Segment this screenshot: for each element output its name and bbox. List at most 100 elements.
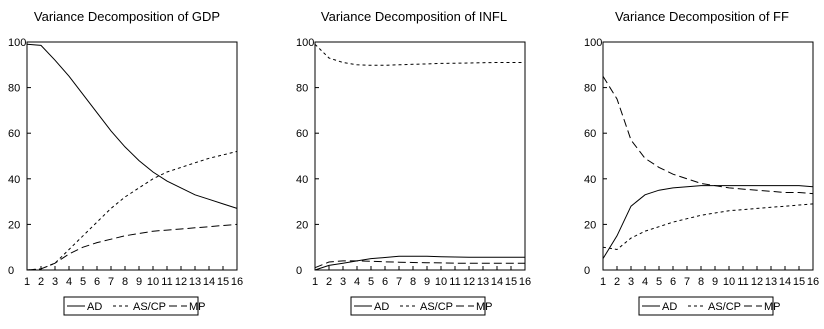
x-tick-label: 13: [189, 276, 201, 288]
x-tick-label: 10: [723, 276, 735, 288]
x-tick-label: 9: [712, 276, 718, 288]
x-tick-label: 11: [161, 276, 172, 288]
x-tick-label: 10: [435, 276, 447, 288]
x-tick-label: 5: [368, 276, 374, 288]
chart-title: Variance Decomposition of GDP: [34, 9, 220, 24]
x-tick-label: 5: [80, 276, 86, 288]
series-line-mp: [602, 75, 814, 195]
y-tick-label: 100: [584, 37, 602, 49]
x-tick-label: 14: [491, 276, 503, 288]
x-tick-label: 1: [24, 276, 30, 288]
x-tick-label: 8: [410, 276, 416, 288]
x-tick-label: 11: [737, 276, 748, 288]
y-tick-label: 60: [8, 128, 20, 140]
y-tick-label: 80: [584, 83, 596, 95]
y-tick-label: 0: [296, 265, 302, 277]
x-tick-label: 11: [449, 276, 460, 288]
legend: AD AS/CP MP: [350, 296, 493, 316]
x-tick-label: 10: [147, 276, 159, 288]
legend-label: AS/CP: [708, 301, 741, 313]
legend-label: MP: [189, 301, 206, 313]
x-tick-label: 6: [94, 276, 100, 288]
y-tick-label: 40: [296, 174, 308, 186]
x-tick-label: 6: [670, 276, 676, 288]
y-tick-label: 100: [8, 37, 26, 49]
x-tick-label: 14: [203, 276, 215, 288]
chart-title: Variance Decomposition of INFL: [321, 9, 507, 24]
series-line-as-cp: [314, 43, 525, 66]
series-line-mp: [26, 223, 238, 271]
y-tick-label: 40: [584, 174, 596, 186]
legend-label: AD: [87, 301, 102, 313]
series-line-as-cp: [602, 203, 814, 251]
series-line-ad: [26, 43, 238, 209]
x-tick-label: 3: [52, 276, 58, 288]
x-tick-label: 12: [751, 276, 763, 288]
x-tick-label: 15: [793, 276, 805, 288]
x-tick-label: 13: [477, 276, 489, 288]
y-tick-label: 0: [584, 265, 590, 277]
plot-frame: [314, 41, 526, 271]
series-line-as-cp: [26, 150, 238, 271]
x-tick-label: 4: [354, 276, 360, 288]
legend-box: [638, 296, 774, 316]
y-tick-label: 20: [584, 219, 596, 231]
panel-infl: Variance Decomposition of INFL 0 20 40 60 80…: [296, 9, 531, 316]
chart-title: Variance Decomposition of FF: [615, 9, 789, 24]
x-tick-label: 16: [807, 276, 819, 288]
x-tick-label: 14: [779, 276, 791, 288]
legend: AD AS/CP MP: [638, 296, 781, 316]
y-tick-label: 80: [296, 83, 308, 95]
y-tick-label: 20: [8, 219, 20, 231]
x-tick-label: 15: [505, 276, 517, 288]
y-tick-label: 40: [8, 174, 20, 186]
x-tick-label: 2: [38, 276, 44, 288]
x-tick-label: 1: [312, 276, 318, 288]
x-tick-label: 12: [463, 276, 475, 288]
x-tick-label: 4: [66, 276, 72, 288]
y-tick-label: 20: [296, 219, 308, 231]
x-tick-label: 12: [175, 276, 187, 288]
legend-label: MP: [476, 301, 493, 313]
y-tick-label: 60: [296, 128, 308, 140]
plot-frame: [26, 41, 238, 271]
x-tick-label: 7: [684, 276, 690, 288]
y-tick-label: 80: [8, 83, 20, 95]
series-line-ad: [314, 255, 525, 271]
x-tick-label: 16: [519, 276, 531, 288]
x-tick-label: 7: [396, 276, 402, 288]
legend-label: AS/CP: [133, 301, 166, 313]
series-line-mp: [314, 260, 525, 269]
x-tick-label: 9: [424, 276, 430, 288]
x-tick-label: 6: [382, 276, 388, 288]
legend-label: AD: [374, 301, 389, 313]
x-tick-label: 3: [628, 276, 634, 288]
panel-gdp: Variance Decomposition of GDP 0 20 40 60 80 1…: [8, 9, 243, 316]
legend-label: MP: [764, 301, 781, 313]
x-tick-label: 8: [698, 276, 704, 288]
x-tick-label: 2: [326, 276, 332, 288]
x-tick-label: 15: [217, 276, 229, 288]
legend-label: AS/CP: [420, 301, 453, 313]
legend: AD AS/CP MP: [63, 296, 206, 316]
x-tick-label: 13: [765, 276, 777, 288]
x-tick-label: 16: [231, 276, 243, 288]
x-tick-label: 4: [642, 276, 648, 288]
x-tick-label: 9: [136, 276, 142, 288]
x-tick-label: 3: [340, 276, 346, 288]
x-tick-label: 1: [600, 276, 606, 288]
legend-box: [63, 296, 199, 316]
y-tick-label: 60: [584, 128, 596, 140]
y-tick-label: 0: [8, 265, 14, 277]
legend-box: [350, 296, 486, 316]
x-tick-label: 8: [122, 276, 128, 288]
panel-ff: Variance Decomposition of FF 0 20 40 60 80 10…: [584, 9, 819, 316]
x-tick-label: 7: [108, 276, 114, 288]
plot-frame: [602, 41, 814, 271]
series-line-ad: [602, 185, 814, 259]
x-tick-label: 5: [656, 276, 662, 288]
y-tick-label: 100: [296, 37, 314, 49]
x-tick-label: 2: [614, 276, 620, 288]
legend-label: AD: [662, 301, 677, 313]
